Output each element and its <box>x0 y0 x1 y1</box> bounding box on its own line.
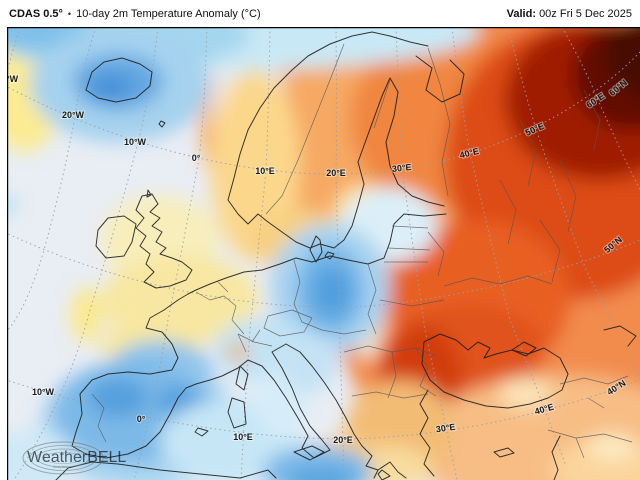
watermark-text: WeatherBELL <box>27 449 126 466</box>
map-canvas: 0°W 20°W 10°W 0° 10°E 20°E 30°E 40°E 50°… <box>0 27 640 480</box>
grid-label: 10°E <box>255 166 275 176</box>
grid-label: 20°E <box>326 168 346 178</box>
grid-label: 0° <box>192 153 201 163</box>
map-frame <box>7 27 640 480</box>
grid-label: 30°E <box>391 162 412 174</box>
grid-label: 0° <box>137 414 146 424</box>
grid-label: 10°W <box>124 137 147 147</box>
valid-value: 00z Fri 5 Dec 2025 <box>539 7 632 20</box>
grid-label: 10°W <box>32 387 55 397</box>
grid-label: 20°E <box>333 435 353 445</box>
grid-label: 20°W <box>62 110 85 120</box>
map-title: CDAS 0.5° • 10-day 2m Temperature Anomaly … <box>9 8 261 20</box>
grid-label: 0°W <box>1 74 19 84</box>
watermark-subtext: Analytics <box>53 465 67 469</box>
country-borders <box>91 43 633 459</box>
valid-time: Valid: 00z Fri 5 Dec 2025 <box>507 8 632 20</box>
product-title: 10-day 2m Temperature Anomaly (°C) <box>76 7 261 20</box>
watermark-ellipses-logo <box>22 441 104 475</box>
weatherbell-watermark: WeatherBELL Analytics <box>22 441 126 475</box>
coastlines <box>55 31 637 480</box>
title-bar: CDAS 0.5° • 10-day 2m Temperature Anomaly … <box>0 0 640 27</box>
anomaly-map-svg: 0°W 20°W 10°W 0° 10°E 20°E 30°E 40°E 50°… <box>1 27 640 480</box>
model-name: CDAS 0.5° <box>9 7 63 20</box>
anomaly-shading <box>7 27 640 480</box>
grid-label: 30°E <box>435 422 456 435</box>
title-bullet: • <box>67 8 72 19</box>
grid-label: 10°E <box>233 432 253 442</box>
valid-label: Valid: <box>506 7 536 20</box>
